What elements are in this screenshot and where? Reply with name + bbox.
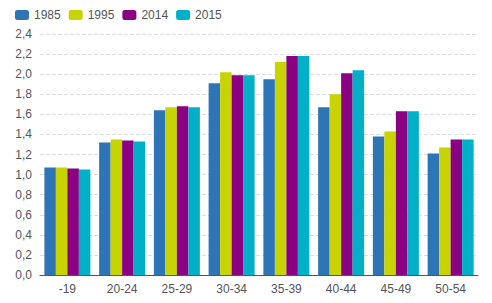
svg-text:50-54: 50-54 — [435, 282, 466, 296]
svg-text:0,8: 0,8 — [15, 188, 32, 202]
svg-text:1985: 1985 — [34, 8, 61, 22]
svg-text:0,4: 0,4 — [15, 228, 32, 242]
svg-text:1,6: 1,6 — [15, 107, 32, 121]
svg-text:30-34: 30-34 — [216, 282, 247, 296]
svg-text:1,2: 1,2 — [15, 148, 32, 162]
svg-text:0,6: 0,6 — [15, 208, 32, 222]
svg-text:2,0: 2,0 — [15, 67, 32, 81]
svg-text:2,4: 2,4 — [15, 27, 32, 41]
svg-text:45-49: 45-49 — [381, 282, 412, 296]
svg-text:1,4: 1,4 — [15, 127, 32, 141]
svg-text:1995: 1995 — [88, 8, 115, 22]
svg-text:20-24: 20-24 — [107, 282, 138, 296]
svg-text:1,8: 1,8 — [15, 87, 32, 101]
svg-text:-19: -19 — [59, 282, 77, 296]
svg-text:0,0: 0,0 — [15, 268, 32, 282]
svg-text:2,2: 2,2 — [15, 47, 32, 61]
svg-text:25-29: 25-29 — [162, 282, 193, 296]
svg-text:0,2: 0,2 — [15, 248, 32, 262]
svg-text:1,0: 1,0 — [15, 168, 32, 182]
svg-text:2014: 2014 — [141, 8, 168, 22]
svg-text:2015: 2015 — [195, 8, 222, 22]
svg-text:35-39: 35-39 — [271, 282, 302, 296]
svg-text:40-44: 40-44 — [326, 282, 357, 296]
